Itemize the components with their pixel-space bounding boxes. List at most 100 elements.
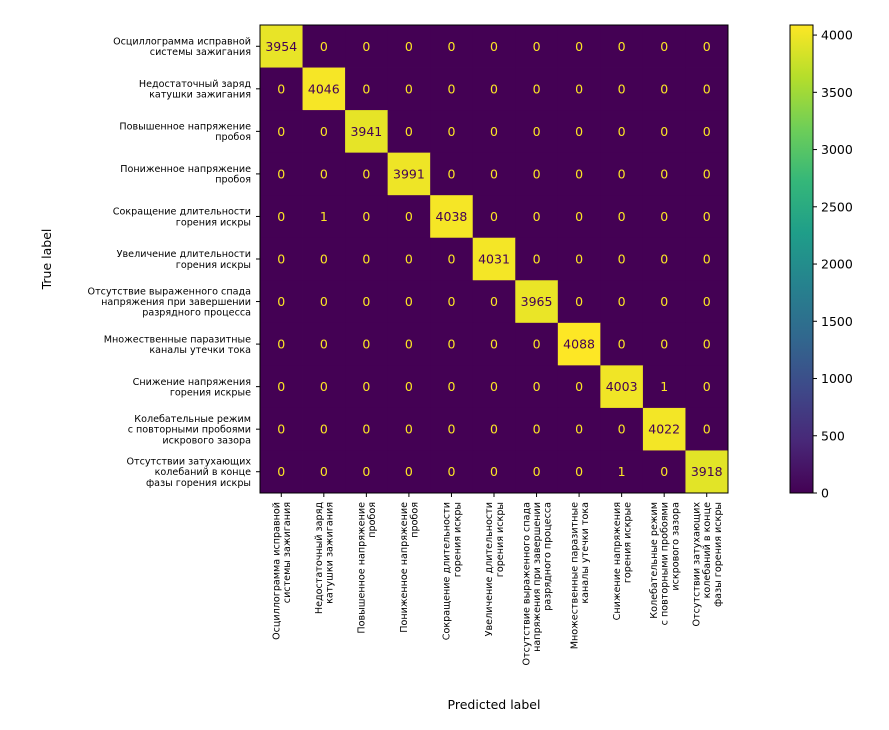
- matrix-cell: [345, 67, 389, 111]
- matrix-cell-value: 0: [405, 464, 413, 479]
- matrix-cell-value: 0: [362, 379, 370, 394]
- matrix-cells: [260, 25, 729, 494]
- matrix-cell-value: 0: [405, 337, 413, 352]
- matrix-cell: [515, 67, 559, 111]
- matrix-cell: [302, 25, 346, 68]
- matrix-cell-value: 0: [703, 166, 711, 181]
- y-tick-label: Колебательные режим с повторными пробоями…: [128, 414, 251, 446]
- matrix-cell: [260, 280, 303, 324]
- matrix-cell: [600, 110, 644, 154]
- colorbar: [789, 24, 814, 494]
- matrix-cell-value: 0: [362, 252, 370, 267]
- matrix-cell: [302, 195, 346, 239]
- matrix-cell: [557, 407, 601, 451]
- matrix-cell-value: 0: [575, 209, 583, 224]
- matrix-cell-value: 0: [277, 379, 285, 394]
- y-tick-label: Повышенное напряжение пробоя: [119, 122, 251, 144]
- x-tick-label: Недостаточный зарядкатушки зажигания: [314, 502, 336, 614]
- matrix-cell: [345, 407, 389, 451]
- y-axis-ticks: Осциллограмма исправной системы зажигания…: [88, 36, 260, 489]
- matrix-cell-value: 0: [533, 124, 541, 139]
- matrix-cell: [472, 67, 516, 111]
- matrix-cell: [345, 195, 389, 239]
- matrix-cell-value: 0: [490, 81, 498, 96]
- matrix-cell-value: 0: [490, 464, 498, 479]
- matrix-cell: [260, 110, 303, 154]
- matrix-cell-value: 0: [447, 252, 455, 267]
- y-tick-label: Осциллограмма исправной системы зажигания: [113, 36, 251, 58]
- matrix-cell-value: 0: [490, 209, 498, 224]
- matrix-cell-value: 0: [575, 379, 583, 394]
- matrix-cell: [685, 450, 729, 494]
- matrix-cell-value: 1: [660, 379, 668, 394]
- matrix-cell: [515, 450, 559, 494]
- matrix-cell-value: 0: [320, 422, 328, 437]
- matrix-cell: [557, 322, 601, 366]
- matrix-cell-value: 0: [405, 81, 413, 96]
- matrix-cell-value: 0: [703, 337, 711, 352]
- x-tick-label: Снижение напряжениягорения искрые: [612, 502, 634, 620]
- matrix-cell-value: 0: [447, 379, 455, 394]
- matrix-cell-value: 3918: [691, 464, 723, 479]
- matrix-cell-value: 0: [618, 422, 626, 437]
- matrix-cell-value: 3954: [265, 39, 297, 54]
- matrix-cell: [472, 407, 516, 451]
- matrix-cell: [387, 322, 431, 366]
- matrix-cell: [642, 67, 686, 111]
- y-tick-label: Снижение напряжения горения искрые: [133, 377, 251, 399]
- colorbar-tick-label: 2500: [821, 199, 853, 214]
- matrix-cell: [515, 152, 559, 196]
- matrix-cell: [387, 280, 431, 324]
- colorbar-tick-label: 500: [821, 428, 845, 443]
- matrix-cell-value: 0: [575, 252, 583, 267]
- matrix-cell-value: 0: [405, 209, 413, 224]
- matrix-cell: [430, 152, 474, 196]
- matrix-cell: [642, 110, 686, 154]
- matrix-cell-value: 0: [320, 124, 328, 139]
- matrix-cell-value: 0: [320, 39, 328, 54]
- matrix-cell: [345, 152, 389, 196]
- matrix-cell: [472, 322, 516, 366]
- colorbar-tick-label: 4000: [821, 28, 853, 43]
- colorbar-ticks: 0 500 1000 1500 2000 2500 3000 3500 4000: [813, 28, 853, 501]
- matrix-cell-value: 0: [277, 422, 285, 437]
- matrix-cell-value: 0: [618, 166, 626, 181]
- matrix-cell-value: 0: [490, 124, 498, 139]
- matrix-cell: [685, 280, 729, 324]
- matrix-cell-value: 0: [490, 422, 498, 437]
- x-tick-label: Осциллограмма исправнойсистемы зажигания: [271, 502, 293, 640]
- matrix-cell: [642, 25, 686, 68]
- matrix-cell-value: 0: [277, 124, 285, 139]
- matrix-cell-value: 0: [277, 337, 285, 352]
- matrix-cell-value: 1: [320, 209, 328, 224]
- matrix-cell-value: 0: [320, 464, 328, 479]
- matrix-cell-value: 0: [660, 39, 668, 54]
- y-axis-label: True label: [39, 229, 54, 291]
- matrix-cell: [557, 152, 601, 196]
- matrix-cell-value: 4038: [436, 209, 468, 224]
- matrix-cell-value: 0: [533, 166, 541, 181]
- matrix-cell-value: 0: [703, 252, 711, 267]
- matrix-cell: [515, 365, 559, 409]
- matrix-cell-value: 0: [320, 166, 328, 181]
- matrix-cell: [642, 450, 686, 494]
- matrix-cell-value: 0: [618, 81, 626, 96]
- matrix-cell: [600, 67, 644, 111]
- matrix-cell: [430, 407, 474, 451]
- matrix-cell-value: 4022: [648, 422, 680, 437]
- matrix-cell-value: 4046: [308, 81, 340, 96]
- matrix-cell: [260, 25, 303, 68]
- matrix-cell: [557, 237, 601, 281]
- matrix-cell: [430, 67, 474, 111]
- matrix-cell: [260, 67, 303, 111]
- matrix-cell: [302, 280, 346, 324]
- colorbar-tick-label: 3500: [821, 85, 853, 100]
- colorbar-tick-label: 1000: [821, 371, 853, 386]
- matrix-cell-value: 0: [362, 166, 370, 181]
- matrix-cell-value: 0: [405, 294, 413, 309]
- matrix-cell: [600, 365, 644, 409]
- matrix-cell-value: 0: [362, 464, 370, 479]
- matrix-cell-value: 0: [362, 81, 370, 96]
- matrix-cell: [685, 237, 729, 281]
- matrix-cell: [260, 450, 303, 494]
